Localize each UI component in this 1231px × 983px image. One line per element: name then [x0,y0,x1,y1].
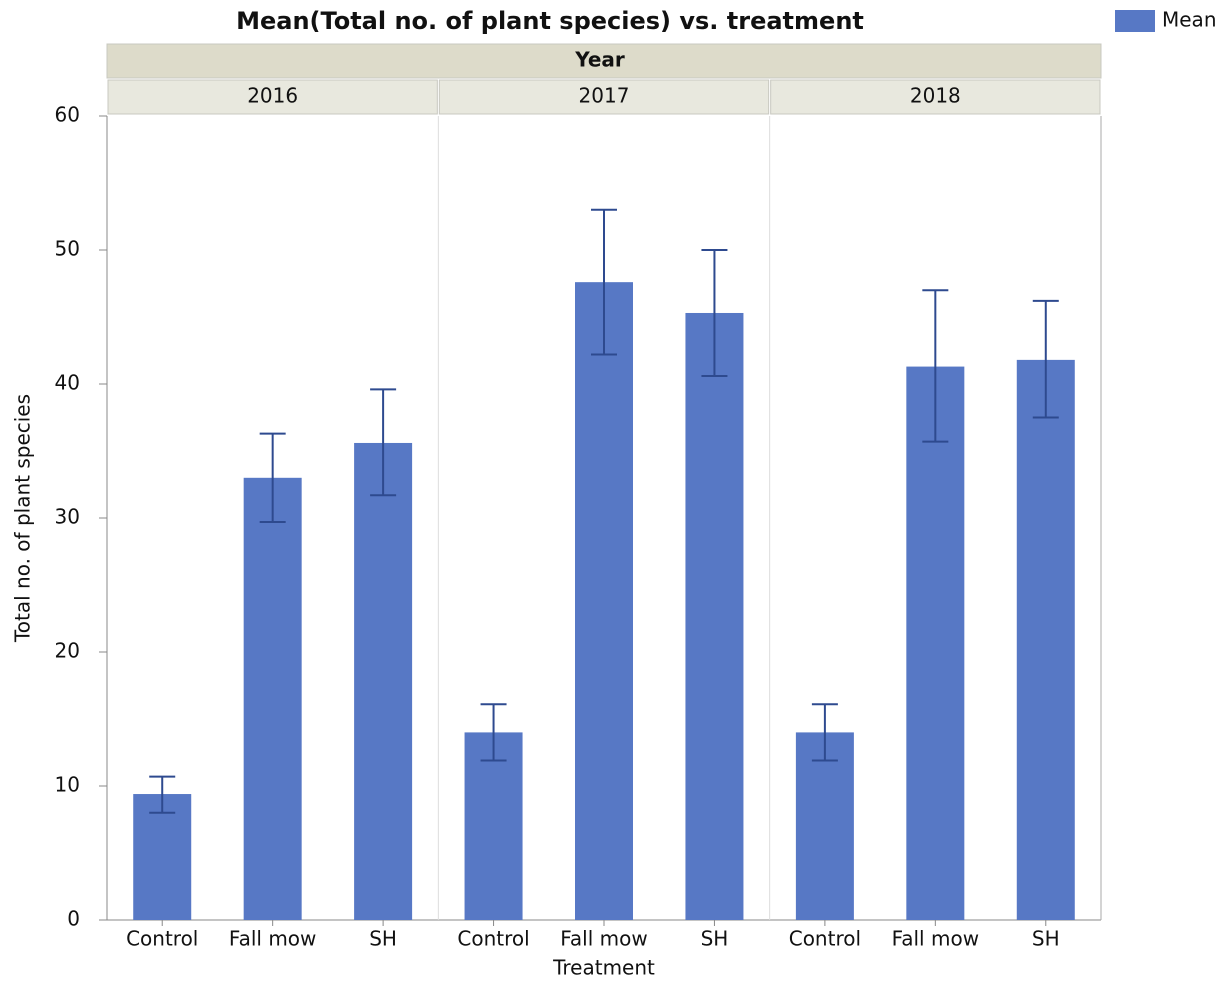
facet-panel-label: 2018 [910,84,961,108]
bar [464,732,523,920]
x-tick-label: SH [369,927,397,951]
error-bar [370,388,397,497]
bar [354,442,413,920]
x-tick-label: Control [126,927,198,951]
bar [1016,359,1075,920]
bar [575,282,633,920]
y-tick-label: 0 [67,907,80,931]
y-tick-label: 20 [55,639,80,663]
facet-panel-label: 2016 [247,84,298,108]
facet-subheader [438,79,770,115]
x-tick-label: Fall mow [892,927,979,951]
error-bar [591,208,617,356]
x-tick-label: SH [1032,927,1060,951]
error-bar [1032,299,1059,419]
y-tick-label: 60 [55,103,80,127]
error-bar [701,249,728,377]
x-axis-label: Treatment [552,956,655,980]
y-tick-label: 40 [55,371,80,395]
error-bar [480,703,507,762]
facet-header [106,43,1102,79]
x-tick-label: Control [457,927,529,951]
y-tick-label: 30 [55,505,80,529]
y-axis-label: Total no. of plant species [11,394,35,643]
x-tick-label: Control [789,927,861,951]
facet-subheader [107,79,438,115]
bar [795,732,854,920]
legend-label: Mean [1162,8,1217,32]
x-tick-label: SH [701,927,729,951]
bar [685,312,744,921]
error-bar [259,432,286,524]
bar [133,794,192,920]
bar [906,366,965,921]
facet-label: Year [574,48,625,72]
x-tick-label: Fall mow [229,927,316,951]
error-bar [149,775,176,814]
facet-subheader [770,79,1101,115]
chart-title: Mean(Total no. of plant species) vs. tre… [236,7,864,35]
legend-swatch [1115,10,1155,32]
bar [243,477,302,920]
facet-panel-label: 2017 [579,84,630,108]
error-bar [811,703,838,762]
x-tick-label: Fall mow [560,927,647,951]
y-tick-label: 50 [55,237,80,261]
y-tick-label: 10 [55,773,80,797]
error-bar [922,289,949,443]
